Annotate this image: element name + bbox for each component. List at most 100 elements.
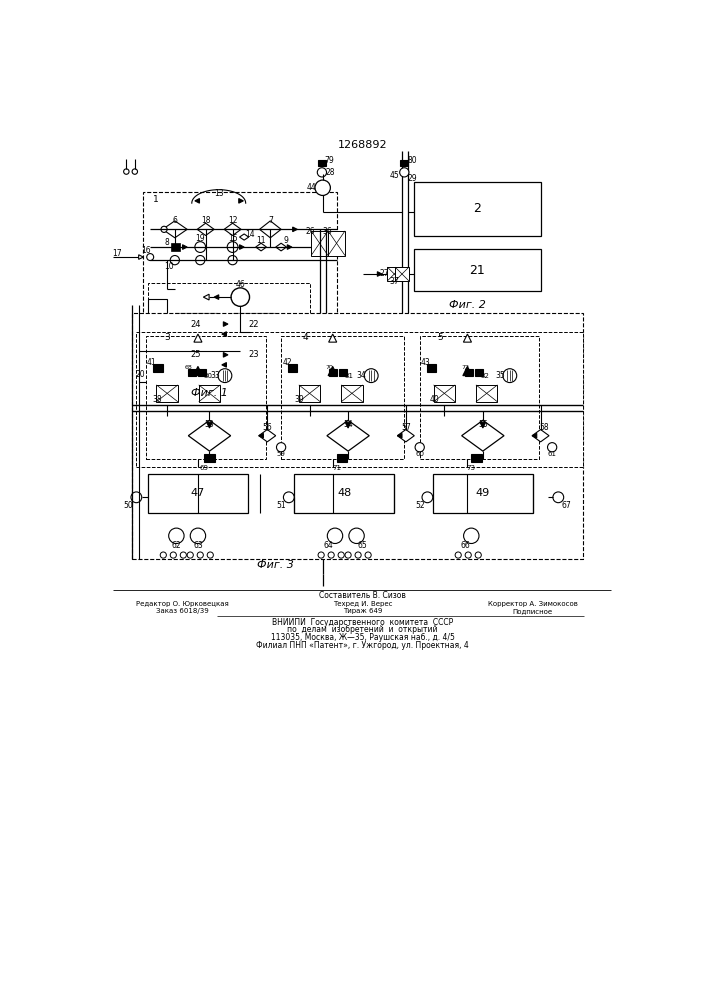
Circle shape: [422, 492, 433, 503]
Polygon shape: [239, 199, 243, 203]
Polygon shape: [378, 272, 382, 276]
Circle shape: [315, 180, 330, 195]
Text: 56: 56: [262, 423, 272, 432]
Bar: [387, 267, 402, 281]
Polygon shape: [206, 422, 212, 428]
Polygon shape: [204, 294, 209, 300]
Text: 8: 8: [165, 238, 170, 247]
Text: Техред И. Верес: Техред И. Верес: [333, 601, 392, 607]
Text: 58: 58: [539, 423, 549, 432]
Text: 20: 20: [135, 370, 145, 379]
Text: 18: 18: [201, 216, 211, 225]
Circle shape: [170, 256, 180, 265]
Bar: [171, 243, 180, 251]
Circle shape: [553, 492, 563, 503]
Bar: [433, 474, 533, 513]
Text: 63: 63: [193, 541, 203, 550]
Bar: [199, 385, 221, 402]
Text: 19: 19: [195, 234, 205, 243]
Bar: [337, 454, 347, 462]
Circle shape: [328, 552, 334, 558]
Bar: [288, 364, 297, 372]
Text: 66: 66: [460, 541, 470, 550]
Bar: [299, 385, 320, 402]
Circle shape: [455, 552, 461, 558]
Text: 15: 15: [228, 234, 238, 243]
Bar: [426, 364, 436, 372]
Text: 54: 54: [343, 420, 353, 429]
Polygon shape: [193, 366, 203, 376]
Polygon shape: [293, 227, 297, 232]
Text: 30: 30: [204, 373, 212, 379]
Text: 24: 24: [190, 320, 201, 329]
Polygon shape: [345, 422, 351, 428]
Polygon shape: [139, 255, 144, 259]
Text: 42: 42: [283, 358, 292, 367]
Bar: [146, 336, 266, 459]
Bar: [476, 385, 498, 402]
Text: 32: 32: [481, 373, 489, 379]
Circle shape: [547, 443, 557, 452]
Bar: [233, 343, 275, 366]
Circle shape: [190, 528, 206, 544]
Text: Филиал ПНП «Патент», г. Ужгород, ул. Проектная, 4: Филиал ПНП «Патент», г. Ужгород, ул. Про…: [257, 641, 469, 650]
Polygon shape: [224, 223, 241, 235]
Text: 44: 44: [307, 183, 317, 192]
Circle shape: [124, 169, 129, 174]
Polygon shape: [532, 430, 549, 442]
Text: Тираж 649: Тираж 649: [343, 608, 382, 614]
Bar: [148, 474, 248, 513]
Text: 37: 37: [390, 277, 399, 286]
Text: 31: 31: [344, 373, 354, 379]
Bar: [204, 454, 215, 462]
Text: 3: 3: [164, 333, 170, 342]
Circle shape: [327, 528, 343, 544]
Bar: [414, 249, 541, 291]
Text: 7: 7: [268, 216, 273, 225]
Circle shape: [318, 552, 325, 558]
Circle shape: [503, 369, 517, 383]
Text: 27: 27: [380, 269, 389, 278]
Bar: [472, 454, 482, 462]
Text: 5: 5: [438, 333, 443, 342]
Text: 36: 36: [322, 227, 332, 236]
Polygon shape: [463, 366, 472, 376]
Bar: [148, 283, 310, 383]
Bar: [475, 369, 483, 376]
Bar: [143, 192, 337, 383]
Polygon shape: [259, 433, 264, 438]
Circle shape: [180, 552, 187, 558]
Circle shape: [187, 552, 193, 558]
Polygon shape: [222, 332, 226, 336]
Bar: [132, 312, 583, 559]
Bar: [188, 369, 196, 376]
Polygon shape: [276, 243, 286, 251]
Text: 14: 14: [245, 230, 255, 239]
Text: 11: 11: [257, 236, 266, 245]
Text: 22: 22: [248, 320, 259, 329]
Polygon shape: [194, 334, 202, 342]
Circle shape: [365, 552, 371, 558]
Text: Фиг. 2: Фиг. 2: [449, 300, 486, 310]
Text: 17: 17: [112, 249, 122, 258]
Text: 69: 69: [199, 465, 209, 471]
Circle shape: [197, 552, 204, 558]
Text: 64: 64: [324, 541, 334, 550]
Bar: [414, 182, 541, 235]
Circle shape: [227, 242, 238, 252]
Text: 9: 9: [284, 236, 288, 245]
Text: 40: 40: [429, 395, 439, 404]
Bar: [420, 336, 539, 459]
Text: 39: 39: [295, 395, 305, 404]
Bar: [328, 231, 345, 256]
Text: 73: 73: [467, 465, 476, 471]
Text: Корректор А. Зимокосов: Корректор А. Зимокосов: [488, 601, 578, 607]
Circle shape: [399, 168, 409, 177]
Circle shape: [345, 552, 351, 558]
Polygon shape: [397, 430, 414, 442]
Text: 79: 79: [324, 156, 334, 165]
Polygon shape: [327, 420, 369, 451]
Text: 67: 67: [561, 500, 571, 510]
Circle shape: [207, 552, 214, 558]
Bar: [156, 385, 178, 402]
